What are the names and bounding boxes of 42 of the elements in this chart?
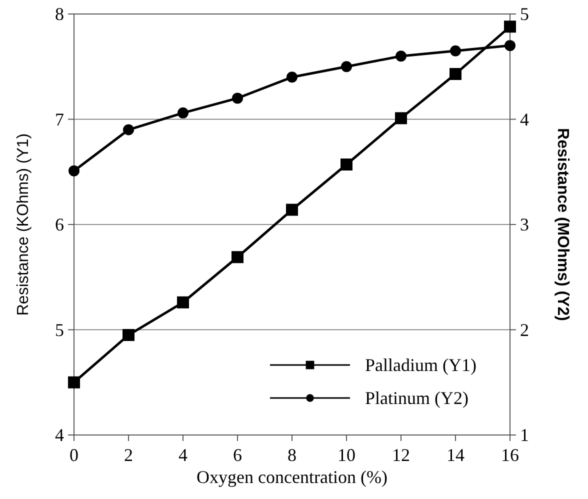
x-tick-label: 4 [178, 445, 188, 465]
y2-tick-label: 5 [520, 4, 529, 24]
x-tick-label: 0 [70, 445, 78, 465]
x-axis-title: Oxygen concentration (%) [196, 467, 388, 487]
point [286, 72, 298, 83]
point [178, 107, 188, 118]
y-tick-label: 5 [55, 320, 64, 340]
point [395, 112, 407, 124]
point [122, 329, 134, 342]
x-tick-label: 8 [288, 445, 296, 465]
y2-axis-title: Resistance (MOhms) (Y2) [554, 128, 571, 321]
point [450, 45, 461, 56]
y2-tick-label: 3 [520, 214, 529, 234]
x-tick-label: 10 [338, 445, 356, 465]
x-tick-label: 14 [446, 445, 464, 465]
point [232, 92, 243, 104]
y-axis-title: Resistance (KOhms) (Y1) [15, 133, 32, 316]
y2-tick-label: 4 [520, 109, 529, 130]
point [396, 50, 406, 62]
x-tick-label: 6 [233, 445, 242, 465]
point [68, 165, 80, 176]
x-tick-label: 16 [501, 445, 519, 465]
point [68, 376, 80, 388]
point [232, 251, 244, 264]
y-tick-label: 6 [55, 214, 64, 234]
point [341, 61, 352, 72]
y2-tick-label: 1 [520, 425, 529, 445]
y-tick-label: 7 [55, 109, 64, 130]
legend-label: Palladium (Y1) [365, 355, 476, 375]
point [340, 158, 352, 171]
point [177, 296, 189, 308]
point [286, 204, 298, 216]
y-tick-label: 8 [55, 4, 64, 24]
point [450, 68, 462, 80]
y-tick-label: 4 [55, 425, 64, 445]
x-tick-label: 12 [392, 445, 410, 465]
point [504, 20, 516, 33]
x-tick-label: 2 [124, 445, 133, 465]
legend-label: Platinum (Y2) [365, 388, 468, 408]
y2-tick-label: 2 [520, 320, 529, 340]
point [123, 124, 134, 136]
point [504, 40, 516, 52]
